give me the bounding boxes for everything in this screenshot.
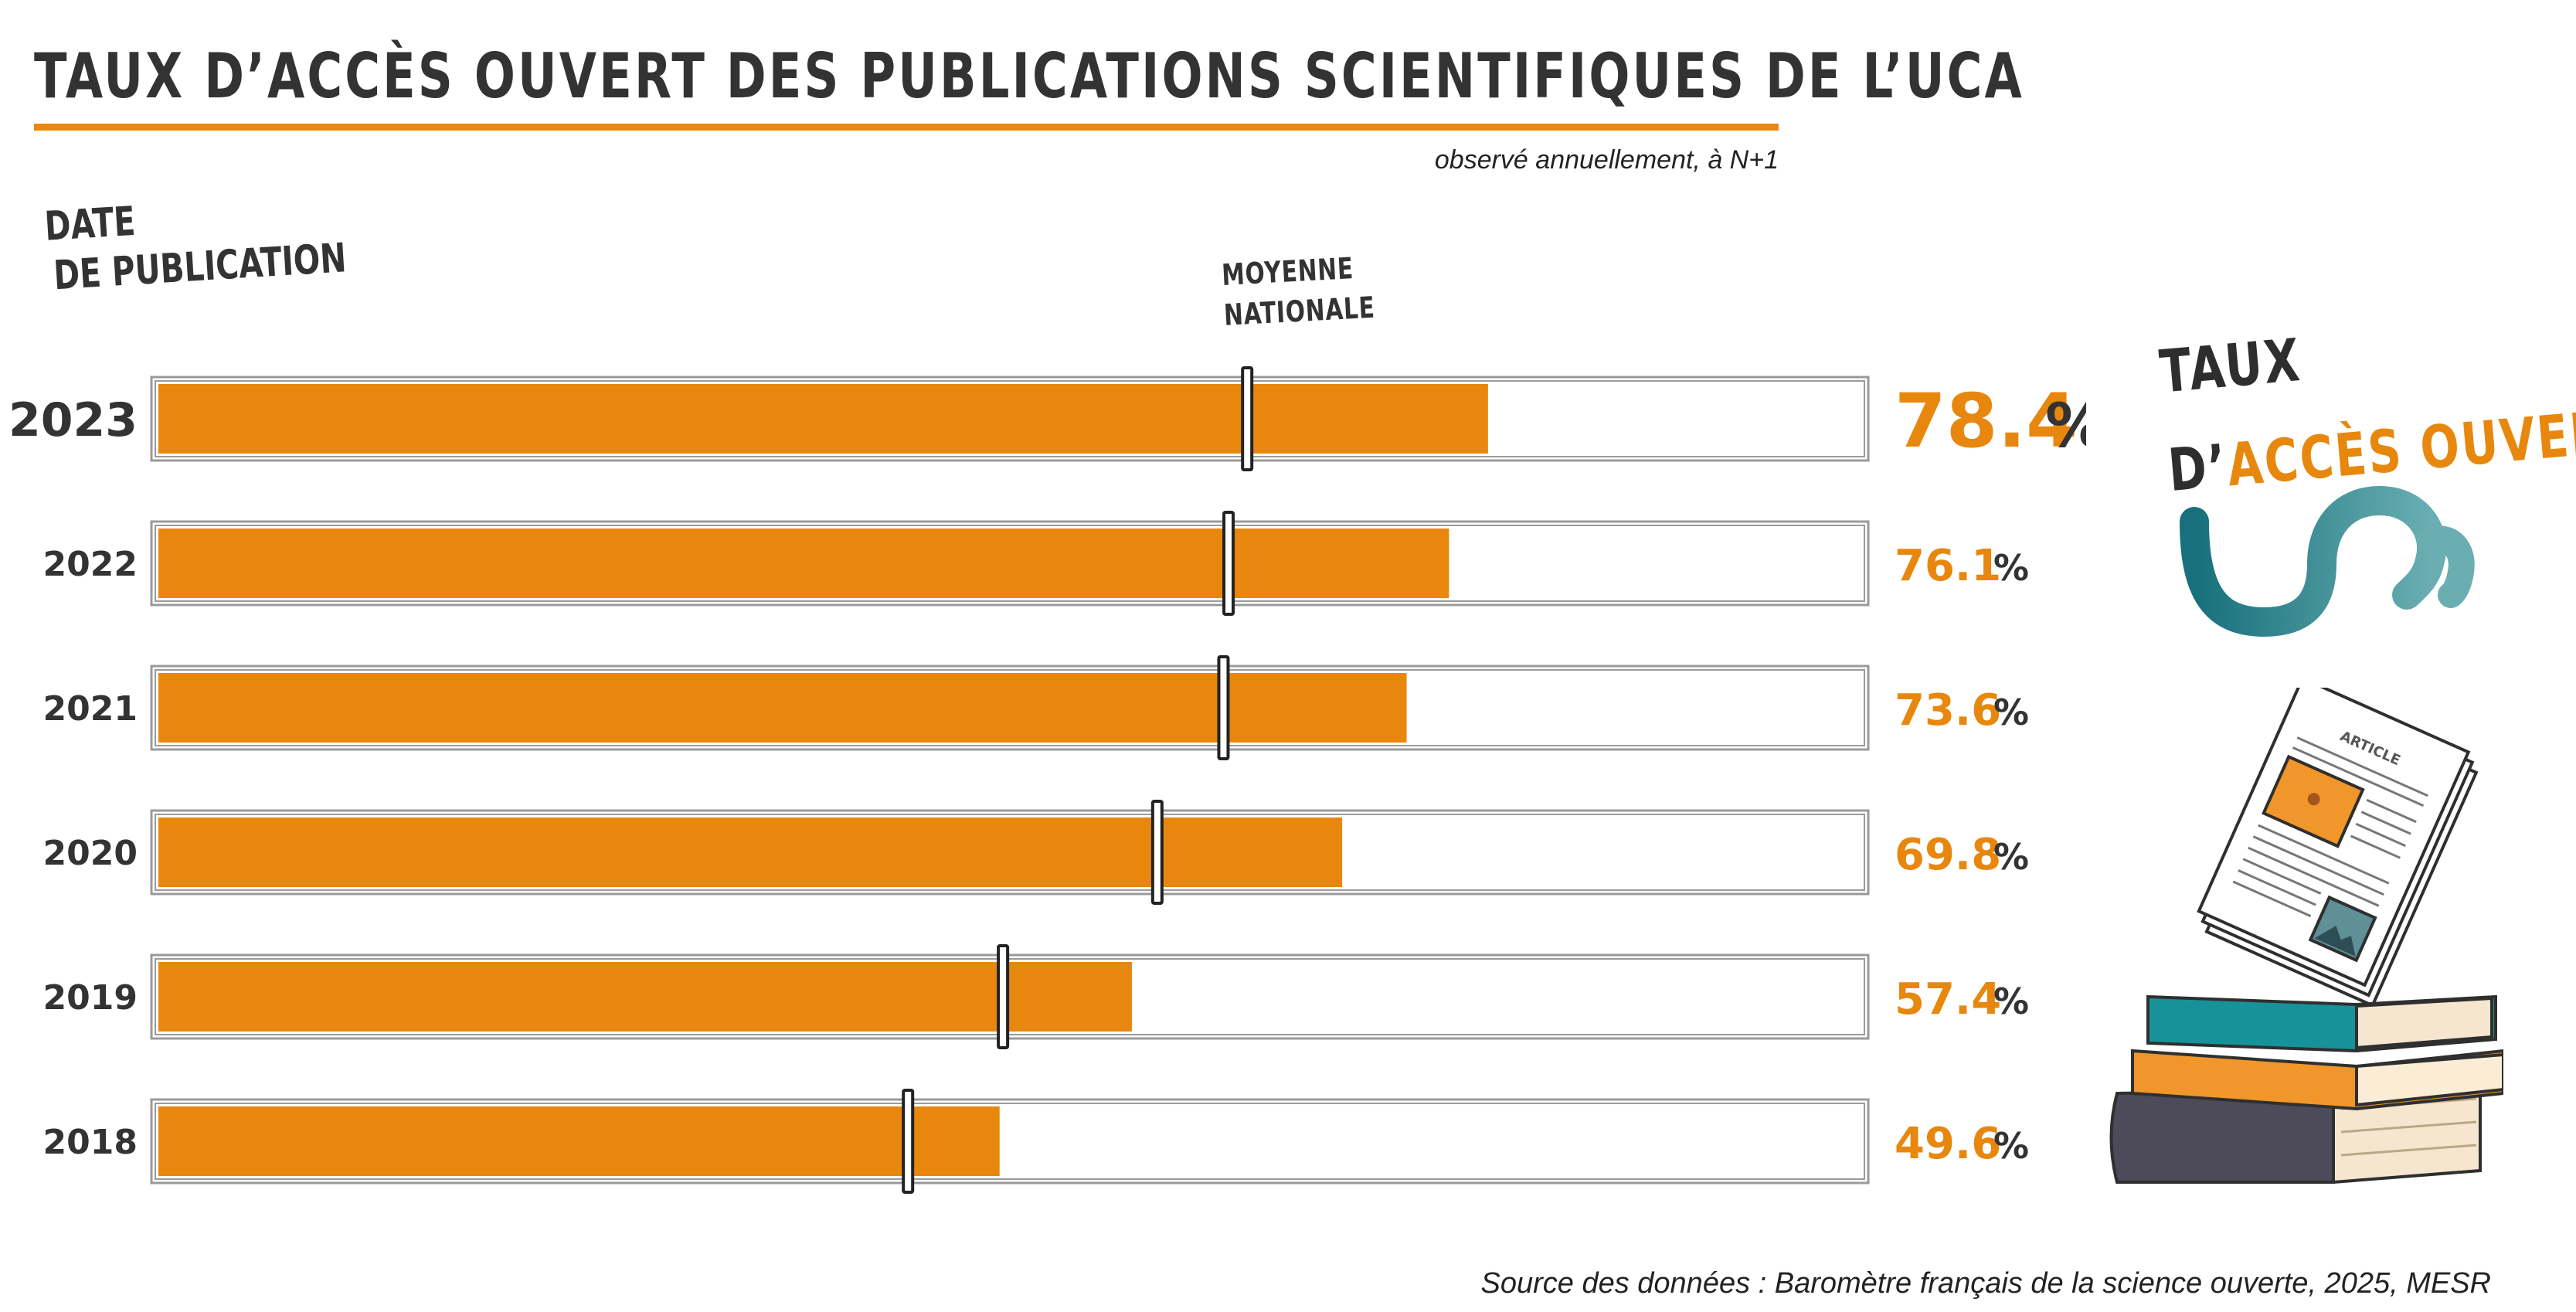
percent-sign-2020: % (1993, 836, 2029, 878)
percent-sign-2022: % (1993, 547, 2029, 589)
value-label-2020: 69.8 (1895, 830, 2001, 880)
year-label-2022: 2022 (43, 545, 138, 584)
national-average-marker-2023 (1241, 366, 1254, 471)
bar-track-inner (155, 1103, 1865, 1180)
bar-2018 (158, 1106, 1000, 1176)
bar-track-inner (155, 380, 1865, 457)
value-label-2019: 57.4 (1895, 974, 2001, 1025)
bar-2021 (158, 673, 1407, 743)
chart-title: TAUX D’ACCÈS OUVERT DES PUBLICATIONS SCI… (34, 40, 2024, 112)
books-and-article-illustration: ARTICLE (2109, 688, 2503, 1185)
value-label-2022: 76.1 (1895, 541, 2001, 591)
article-icon: ARTICLE (2197, 688, 2479, 1008)
national-average-marker-2018 (902, 1089, 915, 1194)
percent-sign-2018: % (1993, 1125, 2029, 1167)
percent-sign-2019: % (1993, 981, 2029, 1022)
title-underline (34, 124, 1779, 131)
year-label-2020: 2020 (43, 834, 138, 873)
chart-subtitle: observé annuellement, à N+1 (1434, 145, 1779, 175)
percent-sign-2023: % (2045, 390, 2086, 461)
bar-2019 (158, 962, 1132, 1032)
national-average-marker-2022 (1222, 511, 1235, 616)
value-label-2023: 78.4 (1895, 378, 2078, 464)
national-average-marker-2020 (1150, 800, 1164, 905)
national-average-marker-2019 (997, 944, 1010, 1049)
percent-sign-2021: % (1993, 692, 2029, 733)
year-label-2023: 2023 (8, 393, 138, 447)
year-label-2019: 2019 (43, 978, 138, 1018)
bar-chart: 2023 78.4% 2022 76.1% 2021 73.6% 2020 69.8% 2019… (8, 366, 2086, 1194)
bar-track-inner (155, 814, 1865, 891)
value-label-2018: 49.6 (1895, 1119, 2001, 1169)
bar-2022 (158, 529, 1449, 598)
side-title-line1: TAUX (2156, 325, 2304, 406)
bar-track-inner (155, 525, 1865, 602)
books-icon (2109, 994, 2503, 1185)
value-label-2021: 73.6 (1895, 685, 2001, 736)
bar-2023 (158, 384, 1488, 454)
bar-2020 (158, 817, 1343, 887)
bar-track-inner (155, 669, 1865, 746)
bar-track-inner (155, 958, 1865, 1035)
national-average-marker-2021 (1217, 655, 1230, 760)
uca-logo: uca (2180, 485, 2475, 637)
year-label-2021: 2021 (43, 689, 138, 729)
year-label-2018: 2018 (43, 1123, 138, 1162)
data-source: Source des données : Baromètre français … (1480, 1267, 2492, 1300)
